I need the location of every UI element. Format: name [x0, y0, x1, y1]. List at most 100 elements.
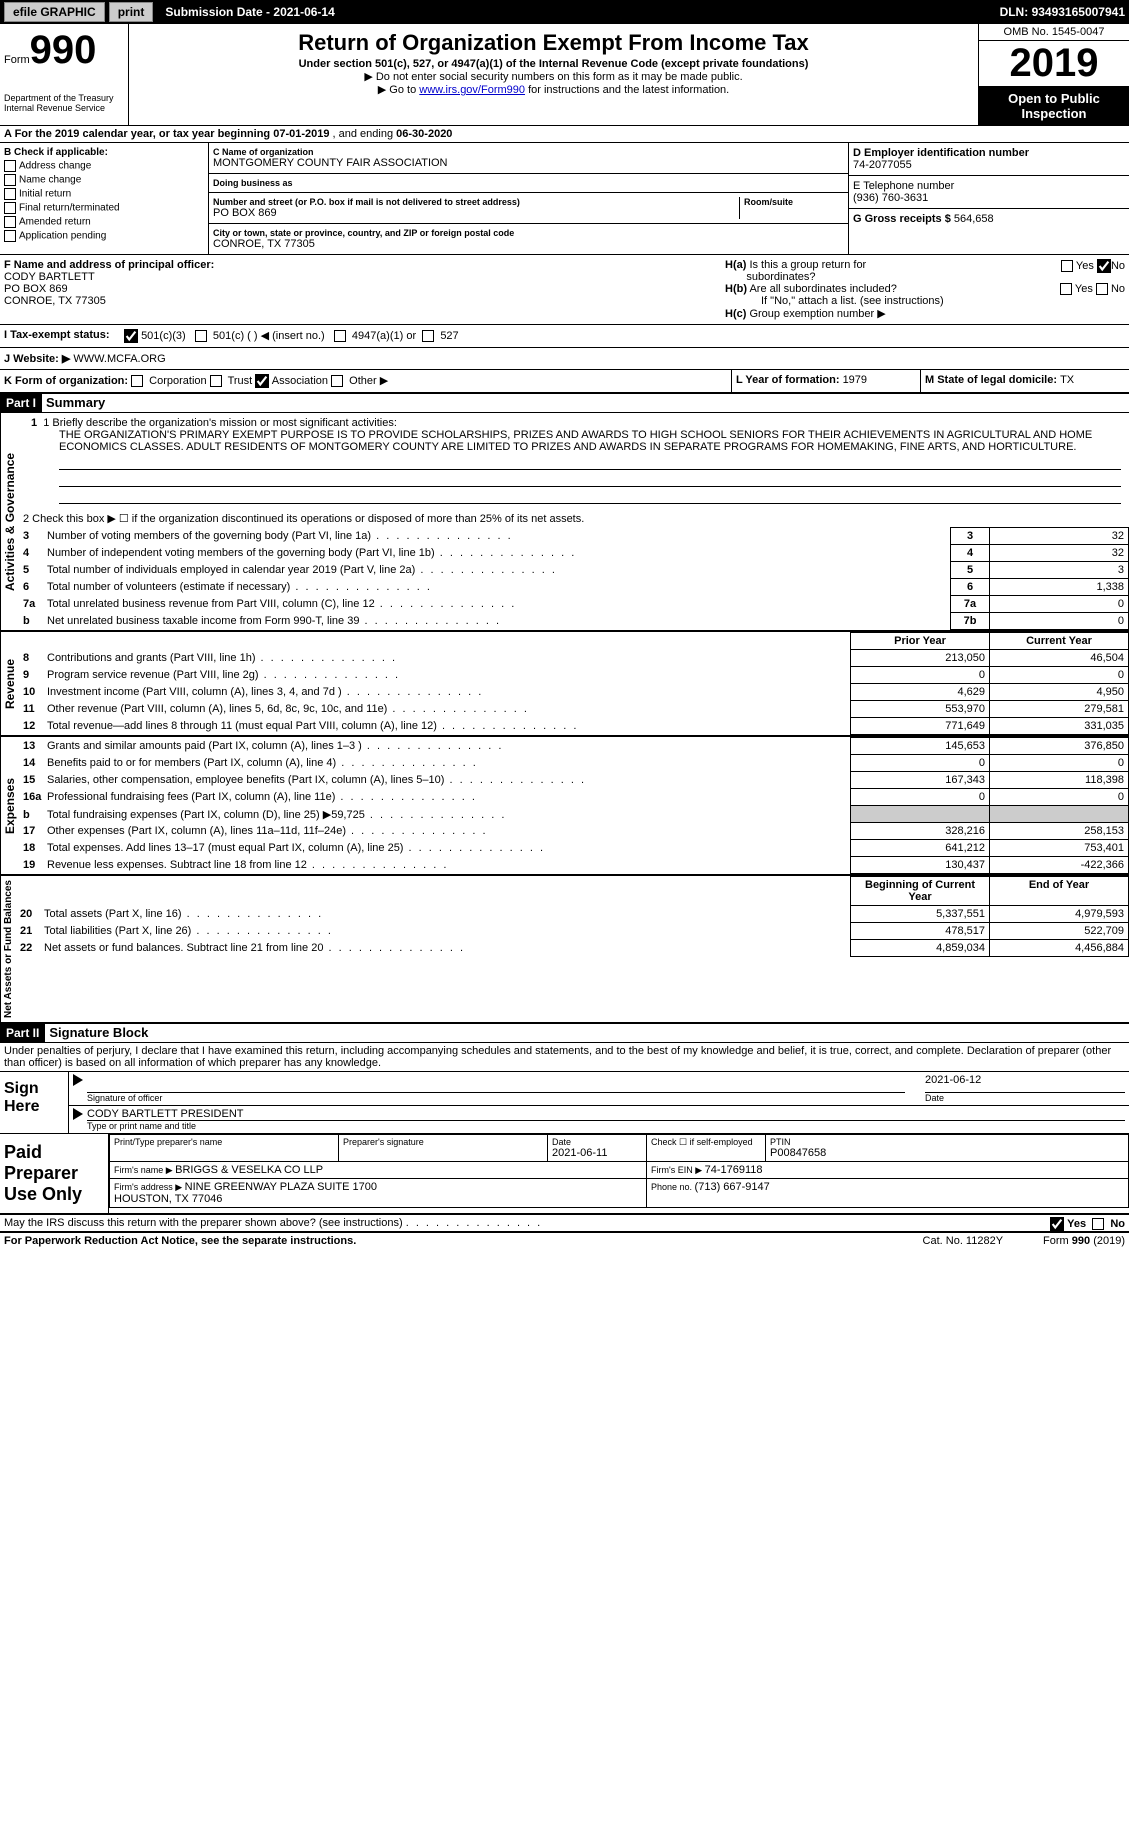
expenses-section: Expenses 13Grants and similar amounts pa…	[0, 737, 1129, 876]
activities-governance-section: Activities & Governance 1 1 Briefly desc…	[0, 413, 1129, 632]
website-row: J Website: ▶ WWW.MCFA.ORG	[0, 348, 1129, 370]
dept-treasury: Department of the TreasuryInternal Reven…	[4, 93, 124, 113]
officer-name: CODY BARTLETT PRESIDENT	[87, 1108, 1125, 1121]
revenue-tab: Revenue	[0, 632, 19, 735]
form990-link[interactable]: www.irs.gov/Form990	[419, 84, 525, 96]
sign-here-section: Sign Here Signature of officer 2021-06-1…	[0, 1072, 1129, 1134]
tax-year: 2019	[979, 41, 1129, 87]
efile-graphic-button[interactable]: efile GRAPHIC	[4, 2, 105, 22]
paid-preparer-label: Paid Preparer Use Only	[0, 1134, 108, 1213]
tax-status-row: I Tax-exempt status: 501(c)(3) 501(c) ( …	[0, 325, 1129, 348]
address-change-checkbox[interactable]	[4, 160, 16, 172]
part1-header: Part ISummary	[0, 394, 1129, 413]
gross-receipts: 564,658	[954, 213, 994, 225]
sign-here-label: Sign Here	[0, 1072, 68, 1133]
table-row: 22Net assets or fund balances. Subtract …	[16, 940, 1129, 957]
paid-preparer-section: Paid Preparer Use Only Print/Type prepar…	[0, 1134, 1129, 1215]
checkmark-icon	[1097, 259, 1111, 273]
governance-table: 2 Check this box ▶ ☐ if the organization…	[19, 510, 1129, 630]
table-row: 3Number of voting members of the governi…	[19, 528, 1129, 545]
footer: For Paperwork Reduction Act Notice, see …	[0, 1232, 1129, 1249]
dln: DLN: 93493165007941	[1000, 5, 1125, 19]
firm-ein: 74-1769118	[705, 1164, 763, 1176]
table-row: 15Salaries, other compensation, employee…	[19, 772, 1129, 789]
table-row: 14Benefits paid to or for members (Part …	[19, 755, 1129, 772]
table-row: 10Investment income (Part VIII, column (…	[19, 684, 1129, 701]
discuss-row: May the IRS discuss this return with the…	[0, 1215, 1129, 1232]
corp-checkbox[interactable]	[131, 375, 143, 387]
year-formation: 1979	[843, 374, 867, 386]
table-row: 9Program service revenue (Part VIII, lin…	[19, 667, 1129, 684]
print-button[interactable]: print	[109, 2, 154, 22]
principal-officer: F Name and address of principal officer:…	[0, 255, 721, 324]
form-org-row: K Form of organization: Corporation Trus…	[0, 370, 1129, 394]
other-checkbox[interactable]	[331, 375, 343, 387]
table-row: 4Number of independent voting members of…	[19, 545, 1129, 562]
table-row: 16aProfessional fundraising fees (Part I…	[19, 789, 1129, 806]
omb-number: OMB No. 1545-0047	[979, 24, 1129, 41]
street-address: PO BOX 869	[213, 207, 739, 219]
form-title-box: Return of Organization Exempt From Incom…	[129, 24, 978, 125]
ha-yes-checkbox[interactable]	[1061, 260, 1073, 272]
table-row: 8Contributions and grants (Part VIII, li…	[19, 650, 1129, 667]
application-pending-checkbox[interactable]	[4, 230, 16, 242]
netassets-section: Net Assets or Fund Balances Beginning of…	[0, 876, 1129, 1024]
tax-year-line: A For the 2019 calendar year, or tax yea…	[0, 126, 1129, 143]
website-url: WWW.MCFA.ORG	[73, 353, 165, 365]
501c-checkbox[interactable]	[195, 330, 207, 342]
city-state-zip: CONROE, TX 77305	[213, 238, 844, 250]
table-row: 21Total liabilities (Part X, line 26)478…	[16, 923, 1129, 940]
org-info: C Name of organization MONTGOMERY COUNTY…	[209, 143, 848, 254]
form-title: Return of Organization Exempt From Incom…	[137, 30, 970, 56]
goto-note: ▶ Go to www.irs.gov/Form990 for instruct…	[137, 83, 970, 96]
expenses-table: 13Grants and similar amounts paid (Part …	[19, 737, 1129, 874]
state-domicile: TX	[1060, 374, 1074, 386]
arrow-icon	[73, 1108, 83, 1120]
netassets-tab: Net Assets or Fund Balances	[0, 876, 16, 1022]
hb-yes-checkbox[interactable]	[1060, 283, 1072, 295]
table-row: 17Other expenses (Part IX, column (A), l…	[19, 823, 1129, 840]
527-checkbox[interactable]	[422, 330, 434, 342]
amended-return-checkbox[interactable]	[4, 216, 16, 228]
final-return-checkbox[interactable]	[4, 202, 16, 214]
form-number-box: Form990 Department of the TreasuryIntern…	[0, 24, 129, 125]
firm-name: BRIGGS & VESELKA CO LLP	[175, 1164, 323, 1176]
activities-governance-tab: Activities & Governance	[0, 413, 19, 630]
checkmark-icon	[124, 329, 138, 343]
ptin: P00847658	[770, 1147, 826, 1159]
discuss-no-checkbox[interactable]	[1092, 1218, 1104, 1230]
org-name: MONTGOMERY COUNTY FAIR ASSOCIATION	[213, 157, 844, 169]
ein-phone-section: D Employer identification number 74-2077…	[848, 143, 1129, 254]
ein: 74-2077055	[853, 159, 1125, 171]
revenue-table: Prior YearCurrent Year 8Contributions an…	[19, 632, 1129, 735]
form-subtitle: Under section 501(c), 527, or 4947(a)(1)…	[137, 58, 970, 70]
table-row: 13Grants and similar amounts paid (Part …	[19, 738, 1129, 755]
year-box: OMB No. 1545-0047 2019 Open to Public In…	[978, 24, 1129, 125]
name-change-checkbox[interactable]	[4, 174, 16, 186]
checkmark-icon	[255, 374, 269, 388]
4947-checkbox[interactable]	[334, 330, 346, 342]
open-inspection: Open to Public Inspection	[979, 87, 1129, 125]
table-row: 20Total assets (Part X, line 16)5,337,55…	[16, 906, 1129, 923]
initial-return-checkbox[interactable]	[4, 188, 16, 200]
prep-date: 2021-06-11	[552, 1147, 607, 1159]
group-return: H(a) Is this a group return for Yes No s…	[721, 255, 1129, 324]
preparer-table: Print/Type preparer's name Preparer's si…	[109, 1134, 1129, 1208]
ssn-note: ▶ Do not enter social security numbers o…	[137, 70, 970, 83]
hb-no-checkbox[interactable]	[1096, 283, 1108, 295]
line2: 2 Check this box ▶ ☐ if the organization…	[19, 510, 1129, 528]
submission-date: Submission Date - 2021-06-14	[165, 5, 334, 19]
efile-topbar: efile GRAPHIC print Submission Date - 20…	[0, 0, 1129, 24]
table-row: 5Total number of individuals employed in…	[19, 562, 1129, 579]
trust-checkbox[interactable]	[210, 375, 222, 387]
table-row: 6Total number of volunteers (estimate if…	[19, 579, 1129, 596]
sig-date: 2021-06-12	[925, 1074, 1125, 1093]
table-row: bTotal fundraising expenses (Part IX, co…	[19, 806, 1129, 823]
netassets-table: Beginning of Current YearEnd of Year 20T…	[16, 876, 1129, 957]
part2-header: Part IISignature Block	[0, 1024, 1129, 1043]
expenses-tab: Expenses	[0, 737, 19, 874]
table-row: bNet unrelated business taxable income f…	[19, 613, 1129, 630]
table-row: 12Total revenue—add lines 8 through 11 (…	[19, 718, 1129, 735]
firm-phone: (713) 667-9147	[695, 1181, 770, 1193]
header-info-section: B Check if applicable: Address change Na…	[0, 143, 1129, 255]
